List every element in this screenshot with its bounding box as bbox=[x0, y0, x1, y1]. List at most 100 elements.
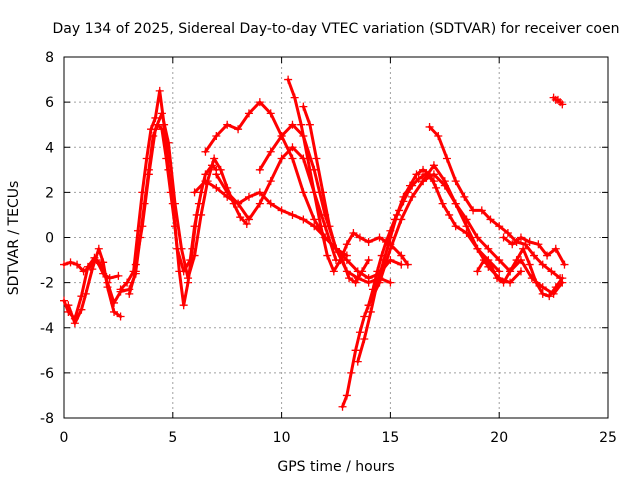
data-point bbox=[442, 154, 451, 163]
series-line bbox=[134, 111, 249, 280]
data-point bbox=[440, 181, 449, 190]
data-point bbox=[297, 120, 306, 129]
series-line bbox=[341, 172, 436, 409]
data-point bbox=[323, 251, 332, 260]
data-point bbox=[414, 174, 423, 183]
data-point bbox=[290, 93, 299, 102]
data-point bbox=[338, 256, 347, 265]
grid bbox=[64, 57, 608, 418]
y-tick-label: 6 bbox=[45, 95, 54, 111]
data-point bbox=[277, 154, 286, 163]
data-point bbox=[479, 256, 488, 265]
series-line bbox=[428, 125, 562, 280]
x-tick-label: 5 bbox=[168, 430, 177, 446]
data-point bbox=[179, 301, 188, 310]
data-point bbox=[516, 267, 525, 276]
data-point bbox=[473, 244, 482, 253]
data-point bbox=[155, 86, 164, 95]
series-track-3 bbox=[64, 244, 125, 328]
y-tick-label: 4 bbox=[45, 140, 54, 156]
data-point bbox=[397, 251, 406, 260]
data-point bbox=[560, 260, 569, 269]
data-point bbox=[151, 113, 160, 122]
data-point bbox=[451, 177, 460, 186]
data-point bbox=[144, 170, 153, 179]
data-point bbox=[355, 328, 364, 337]
data-point bbox=[310, 188, 319, 197]
data-point bbox=[255, 199, 264, 208]
x-tick-labels: 0 5 10 15 20 25 bbox=[60, 430, 617, 446]
data-point bbox=[338, 402, 347, 411]
y-axis-label: SDTVAR / TECUs bbox=[6, 181, 22, 296]
data-point bbox=[305, 120, 314, 129]
data-point bbox=[355, 233, 364, 242]
data-point bbox=[244, 192, 253, 201]
x-tick-label: 15 bbox=[381, 430, 399, 446]
data-point bbox=[397, 215, 406, 224]
data-point bbox=[288, 143, 297, 152]
y-tick-label: 2 bbox=[45, 185, 54, 201]
chart-title: Day 134 of 2025, Sidereal Day-to-day VTE… bbox=[53, 21, 620, 37]
data-point bbox=[486, 215, 495, 224]
data-point bbox=[210, 154, 219, 163]
data-point bbox=[408, 192, 417, 201]
x-tick-label: 25 bbox=[599, 430, 617, 446]
data-point bbox=[364, 238, 373, 247]
series-track-18 bbox=[473, 244, 567, 301]
y-tick-label: -6 bbox=[40, 366, 54, 382]
series-line bbox=[502, 236, 566, 267]
series-track-8 bbox=[201, 98, 406, 283]
data-point bbox=[197, 210, 206, 219]
data-point bbox=[438, 199, 447, 208]
data-point bbox=[551, 244, 560, 253]
data-point bbox=[364, 278, 373, 287]
series-line bbox=[356, 168, 501, 364]
data-point bbox=[212, 170, 221, 179]
data-point bbox=[499, 233, 508, 242]
data-point bbox=[66, 258, 75, 267]
data-point bbox=[288, 210, 297, 219]
data-point bbox=[460, 192, 469, 201]
series-track-12 bbox=[299, 102, 373, 287]
data-point bbox=[131, 260, 140, 269]
data-point bbox=[216, 165, 225, 174]
data-point bbox=[429, 161, 438, 170]
x-tick-label: 0 bbox=[60, 430, 69, 446]
series-layer bbox=[60, 75, 569, 411]
data-point bbox=[125, 289, 134, 298]
y-tick-labels: -8 -6 -4 -2 0 2 4 6 8 bbox=[40, 50, 54, 427]
data-point bbox=[94, 244, 103, 253]
data-point bbox=[157, 109, 166, 118]
data-point bbox=[110, 307, 119, 316]
data-point bbox=[77, 305, 86, 314]
data-point bbox=[310, 165, 319, 174]
x-axis-label: GPS time / hours bbox=[277, 459, 394, 475]
data-point bbox=[325, 222, 334, 231]
data-point bbox=[495, 267, 504, 276]
data-point bbox=[303, 154, 312, 163]
series-track-19 bbox=[499, 233, 569, 269]
data-point bbox=[425, 122, 434, 131]
data-point bbox=[358, 267, 367, 276]
data-point bbox=[521, 240, 530, 249]
data-point bbox=[175, 267, 184, 276]
data-point bbox=[266, 177, 275, 186]
y-tick-label: 0 bbox=[45, 231, 54, 247]
data-point bbox=[223, 120, 232, 129]
data-point bbox=[351, 278, 360, 287]
data-point bbox=[493, 274, 502, 283]
data-point bbox=[342, 240, 351, 249]
data-point bbox=[477, 206, 486, 215]
y-tick-label: -8 bbox=[40, 411, 54, 427]
data-point bbox=[525, 238, 534, 247]
series-track-17 bbox=[419, 170, 567, 298]
data-point bbox=[434, 131, 443, 140]
data-point bbox=[432, 183, 441, 192]
data-point bbox=[375, 278, 384, 287]
data-point bbox=[445, 210, 454, 219]
data-point bbox=[60, 296, 68, 305]
data-point bbox=[551, 283, 560, 292]
data-point bbox=[234, 199, 243, 208]
data-point bbox=[284, 75, 293, 84]
data-point bbox=[405, 181, 414, 190]
